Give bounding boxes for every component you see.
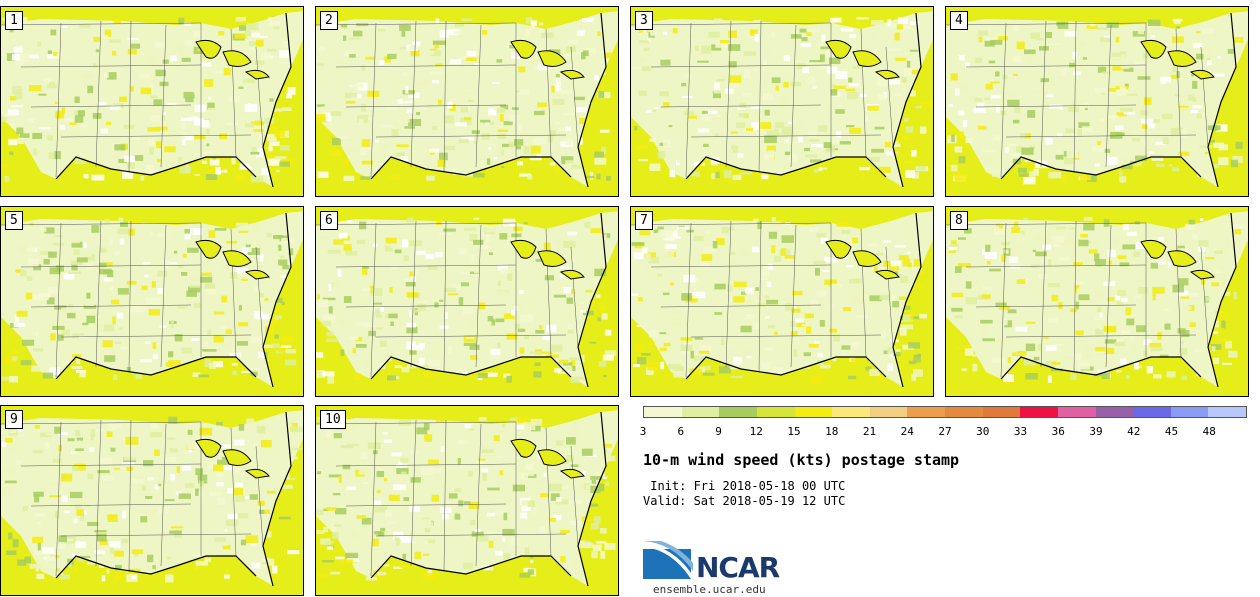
wind-field-map (316, 410, 618, 587)
color-bar-swatch (1133, 407, 1171, 417)
wind-field-map (1, 11, 303, 188)
color-bar-swatch (1020, 407, 1058, 417)
color-bar-swatch (869, 407, 908, 417)
color-bar-tick-label: 21 (862, 425, 877, 438)
member-number: 7 (635, 211, 653, 230)
color-bar-tick-label: 24 (900, 425, 914, 438)
color-bar-tick-label: 6 (677, 425, 685, 438)
color-bar-tick-label: 30 (976, 425, 990, 438)
member-number: 8 (950, 211, 968, 230)
color-bar (643, 406, 1247, 418)
color-bar-swatch (907, 407, 945, 417)
member-panel-5[interactable]: 5 (0, 206, 304, 397)
color-bar-tick-label: 33 (1013, 425, 1028, 438)
member-panel-3[interactable]: 3 (630, 6, 934, 197)
color-bar-tick-label: 42 (1127, 425, 1141, 438)
color-bar-tick-label: 36 (1051, 425, 1065, 438)
site-url[interactable]: ensemble.ucar.edu (653, 583, 766, 596)
wind-field-map (316, 211, 618, 388)
member-number: 1 (5, 11, 23, 30)
member-number: 5 (5, 211, 23, 230)
color-bar-swatch (756, 407, 795, 417)
member-panel-2[interactable]: 2 (315, 6, 619, 197)
color-bar-tick-label: 3 (639, 425, 647, 438)
color-bar-tick-label: 12 (749, 425, 763, 438)
member-number: 3 (635, 11, 653, 30)
wind-field-map (946, 211, 1248, 388)
member-number: 9 (5, 410, 23, 429)
member-number: 2 (320, 11, 338, 30)
wind-field-map (631, 211, 933, 388)
wind-field-map (631, 11, 933, 188)
member-number: 6 (320, 211, 338, 230)
member-number: 4 (950, 11, 968, 30)
member-panel-1[interactable]: 1 (0, 6, 304, 197)
color-bar-tick-label: 48 (1202, 425, 1216, 438)
color-bar-swatch (1057, 407, 1096, 417)
product-title: 10-m wind speed (kts) postage stamp (643, 451, 960, 469)
color-bar-tick-label: 15 (787, 425, 801, 438)
member-panel-4[interactable]: 4 (945, 6, 1249, 197)
color-bar-swatch (644, 407, 682, 417)
member-panel-10[interactable]: 10 (315, 405, 619, 596)
color-bar-tick-label: 18 (825, 425, 839, 438)
color-bar-swatch (1170, 407, 1209, 417)
ncar-wordmark: NCAR (696, 551, 780, 584)
color-bar-swatch (794, 407, 833, 417)
color-bar-swatch (982, 407, 1021, 417)
color-bar-swatch (945, 407, 983, 417)
color-bar-tick-label: 45 (1164, 425, 1179, 438)
wind-field-map (316, 11, 618, 188)
color-bar-tick-label: 39 (1089, 425, 1103, 438)
wind-field-map (1, 211, 303, 388)
member-number: 10 (320, 410, 346, 429)
color-bar-swatch (832, 407, 870, 417)
member-panel-9[interactable]: 9 (0, 405, 304, 596)
color-bar-swatch (719, 407, 757, 417)
valid-time: Valid: Sat 2018-05-19 12 UTC (643, 494, 846, 508)
color-bar-tick-label: 27 (938, 425, 952, 438)
ncar-logo-icon (643, 541, 693, 579)
member-panel-8[interactable]: 8 (945, 206, 1249, 397)
wind-field-map (1, 410, 303, 587)
wind-field-map (946, 11, 1248, 188)
member-panel-7[interactable]: 7 (630, 206, 934, 397)
color-bar-swatch (681, 407, 720, 417)
color-bar-tick-label: 9 (715, 425, 722, 438)
color-bar-swatch (1208, 407, 1246, 417)
init-time: Init: Fri 2018-05-18 00 UTC (643, 479, 846, 493)
color-bar-swatch (1095, 407, 1134, 417)
member-panel-6[interactable]: 6 (315, 206, 619, 397)
